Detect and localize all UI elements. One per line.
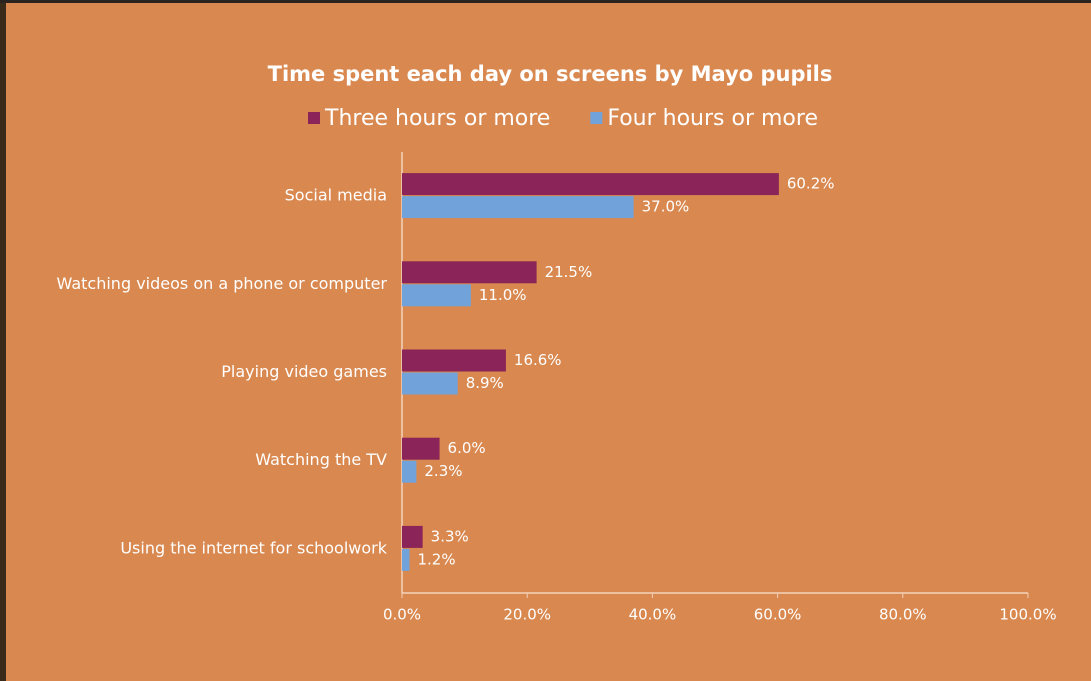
left-edge: [0, 0, 6, 681]
chart-title: Time spent each day on screens by Mayo p…: [268, 62, 833, 86]
bar: [402, 173, 779, 196]
x-tick-label: 60.0%: [754, 606, 802, 624]
y-tick-label: Playing video games: [221, 362, 387, 381]
value-label: 1.2%: [418, 550, 456, 568]
x-tick-label: 80.0%: [879, 606, 927, 624]
y-tick-label: Watching the TV: [255, 450, 387, 469]
bar: [402, 261, 537, 284]
bar: [402, 548, 410, 571]
value-label: 6.0%: [448, 439, 486, 457]
x-tick-label: 20.0%: [503, 606, 551, 624]
y-tick-label: Social media: [285, 186, 387, 205]
bar: [402, 196, 634, 219]
value-label: 21.5%: [545, 263, 593, 281]
bar: [402, 349, 506, 372]
value-label: 37.0%: [642, 198, 690, 216]
legend-swatch: [308, 112, 320, 124]
value-label: 16.6%: [514, 351, 562, 369]
y-tick-label: Watching videos on a phone or computer: [57, 274, 388, 293]
value-label: 11.0%: [479, 286, 527, 304]
x-tick-label: 100.0%: [999, 606, 1056, 624]
y-tick-label: Using the internet for schoolwork: [120, 538, 387, 557]
legend-label: Four hours or more: [607, 106, 818, 131]
legend-swatch: [590, 112, 603, 124]
bar: [402, 284, 471, 307]
x-tick-label: 0.0%: [383, 606, 421, 624]
x-tick-label: 40.0%: [629, 606, 677, 624]
value-label: 3.3%: [431, 527, 469, 545]
value-label: 60.2%: [787, 175, 835, 193]
bar: [402, 372, 458, 395]
bar: [402, 460, 417, 483]
bar: [402, 437, 440, 460]
bar: [402, 525, 423, 548]
value-label: 2.3%: [424, 462, 462, 480]
value-label: 8.9%: [466, 374, 504, 392]
legend-label: Three hours or more: [324, 106, 550, 131]
top-edge: [0, 0, 1091, 3]
